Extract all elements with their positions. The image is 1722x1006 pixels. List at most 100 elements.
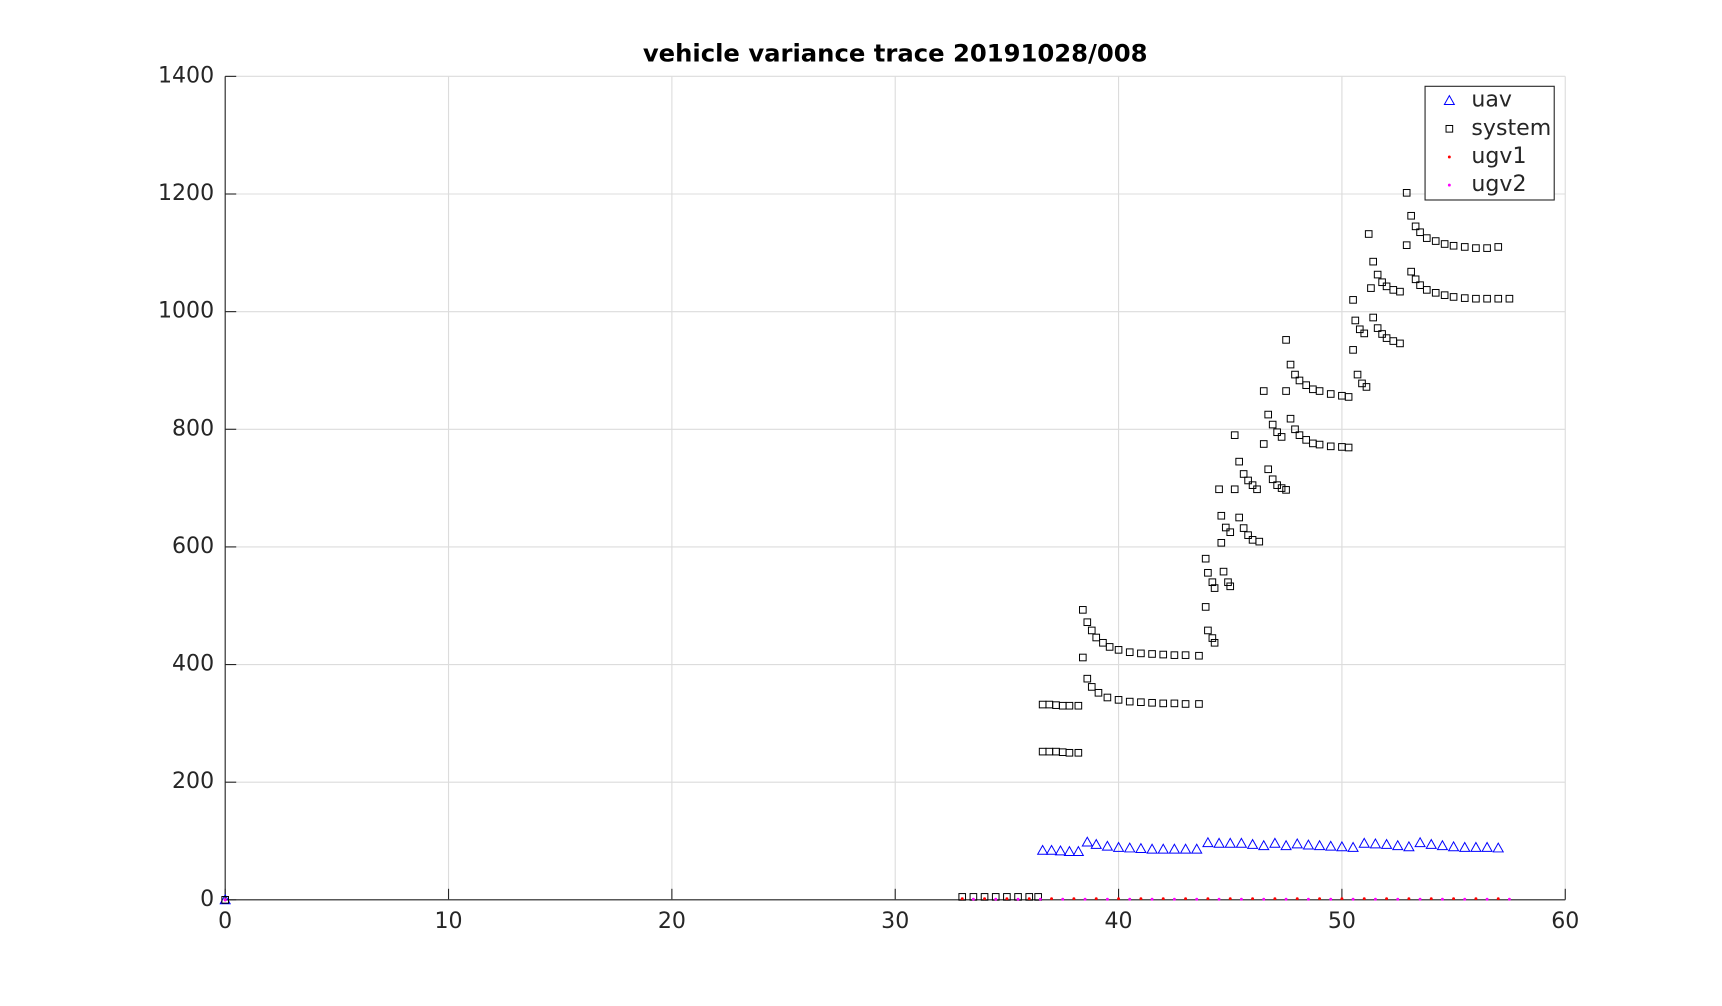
point [1273, 897, 1277, 901]
point [1291, 425, 1299, 434]
point [1125, 697, 1134, 706]
point [1416, 281, 1424, 289]
point [1103, 693, 1112, 702]
point [1396, 897, 1400, 901]
point [1291, 370, 1299, 379]
point [1355, 325, 1364, 334]
legend-label: system [1471, 116, 1551, 141]
point [1344, 393, 1353, 401]
point [1161, 897, 1165, 901]
point [980, 893, 989, 901]
point [1125, 648, 1134, 657]
point [1036, 844, 1049, 855]
point [1213, 837, 1225, 848]
point [1179, 843, 1192, 854]
point [1385, 897, 1389, 901]
point [1324, 840, 1337, 851]
x-tick-label: 0 [218, 909, 232, 934]
point [1496, 897, 1500, 901]
point [1114, 696, 1123, 704]
chart-title: vehicle variance trace 20191028/008 [643, 38, 1148, 67]
point [1005, 897, 1009, 901]
point [1235, 837, 1248, 848]
point [1159, 650, 1168, 659]
point [1114, 646, 1123, 654]
point [1284, 897, 1288, 901]
point [1101, 840, 1114, 851]
point [1123, 842, 1136, 853]
point [1083, 618, 1092, 627]
point [1045, 844, 1058, 855]
point [1226, 528, 1235, 537]
point [1065, 701, 1074, 710]
point [1210, 584, 1219, 592]
point [1414, 836, 1426, 848]
point [1483, 244, 1491, 252]
point [1302, 381, 1310, 389]
point [1494, 243, 1503, 251]
point [219, 893, 232, 905]
point [1318, 897, 1322, 901]
point [1460, 294, 1469, 302]
point [1038, 897, 1042, 901]
point [1364, 230, 1373, 238]
point [1208, 578, 1217, 587]
point [1094, 688, 1103, 697]
point [1483, 294, 1491, 303]
point [1449, 241, 1458, 250]
point [1137, 649, 1145, 658]
point [1065, 748, 1074, 757]
point [1353, 370, 1362, 379]
point [1061, 897, 1065, 901]
point [1474, 897, 1478, 901]
point [1378, 278, 1386, 287]
point [1244, 531, 1252, 539]
x-tick-label: 60 [1551, 909, 1579, 934]
point [1137, 698, 1145, 707]
point [1074, 701, 1083, 710]
point [1431, 289, 1440, 297]
point [1411, 222, 1420, 231]
point [1286, 360, 1295, 369]
point [1259, 440, 1268, 448]
point [1264, 410, 1273, 419]
point [1235, 513, 1243, 522]
point [1407, 267, 1415, 276]
point [1226, 582, 1235, 591]
point [1204, 568, 1212, 577]
point [1150, 897, 1154, 901]
point [1217, 897, 1221, 901]
point [1079, 606, 1087, 614]
x-tick-label: 40 [1105, 909, 1133, 934]
point [1313, 839, 1326, 851]
point [1087, 626, 1096, 635]
point [1195, 651, 1203, 660]
point [1257, 839, 1270, 851]
point [1492, 842, 1505, 853]
legend-label: ugv1 [1471, 144, 1526, 169]
point [1112, 841, 1125, 852]
point [1422, 286, 1431, 294]
point [1027, 897, 1031, 901]
point [1034, 893, 1042, 901]
point [1072, 897, 1076, 901]
legend-marker [1447, 183, 1451, 187]
y-tick-label: 600 [172, 534, 214, 559]
point [1083, 897, 1087, 901]
point [1369, 257, 1377, 266]
point [1369, 837, 1382, 849]
point [1230, 431, 1239, 439]
point [1072, 845, 1085, 856]
point [1117, 897, 1120, 901]
point [1255, 537, 1264, 546]
point [223, 898, 227, 902]
point [1351, 316, 1360, 325]
point [1411, 275, 1420, 284]
y-tick-label: 800 [172, 416, 214, 441]
point [1195, 897, 1199, 901]
point [1277, 433, 1286, 441]
point [1168, 843, 1181, 854]
legend-marker [1445, 124, 1454, 133]
point [958, 893, 967, 901]
